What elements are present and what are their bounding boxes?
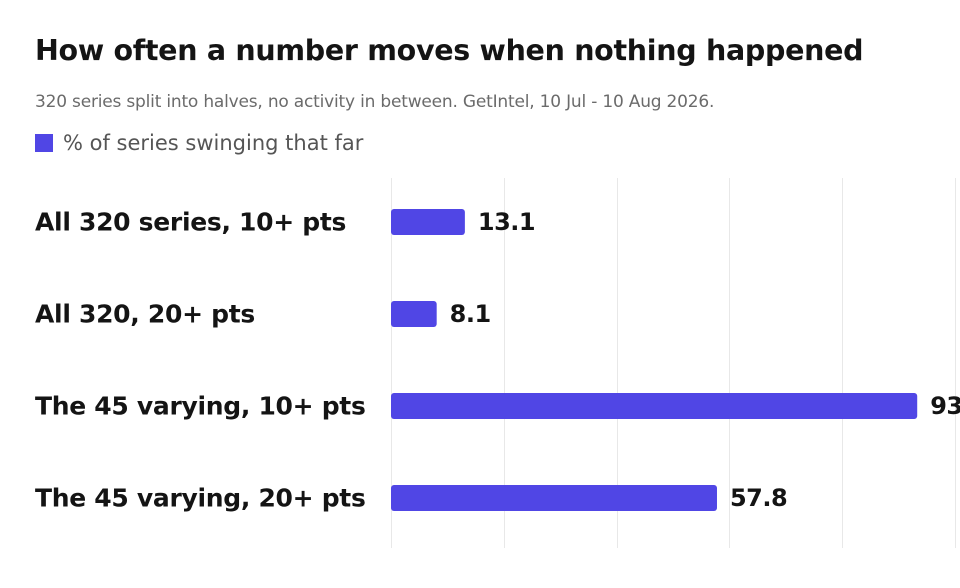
legend-label: % of series swinging that far [63, 131, 364, 155]
legend: % of series swinging that far [35, 131, 363, 155]
category-label: The 45 varying, 10+ pts [35, 392, 366, 421]
bar [391, 485, 717, 511]
value-label: 57.8 [730, 484, 787, 512]
category-label: All 320 series, 10+ pts [35, 208, 346, 237]
category-label: The 45 varying, 20+ pts [35, 484, 366, 513]
legend-swatch [35, 134, 53, 152]
value-label: 13.1 [478, 208, 535, 236]
value-label: 93.3 [930, 392, 960, 420]
chart-title: How often a number moves when nothing ha… [35, 34, 864, 67]
bar [391, 209, 465, 235]
bar [391, 393, 918, 419]
bar [391, 301, 437, 327]
category-label: All 320, 20+ pts [35, 300, 255, 329]
value-label: 8.1 [450, 300, 491, 328]
chart-subtitle: 320 series split into halves, no activit… [35, 92, 715, 112]
